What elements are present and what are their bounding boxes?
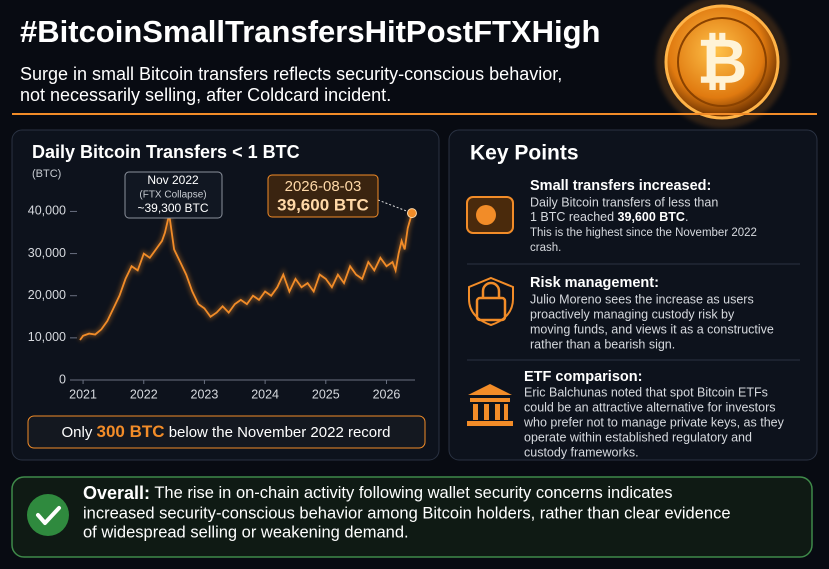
subtitle: not necessarily selling, after Coldcard … <box>20 85 391 105</box>
annotation: 39,600 BTC <box>277 195 369 214</box>
point-text: Eric Balchunas noted that spot Bitcoin E… <box>524 385 768 399</box>
overall-text: increased security-conscious behavior am… <box>83 504 731 522</box>
y-axis-label: (BTC) <box>32 168 61 180</box>
point-text: who prefer not to manage private keys, a… <box>523 415 785 429</box>
x-tick-label: 2023 <box>191 387 219 401</box>
point-text: rather than a bearish sign. <box>530 337 675 351</box>
point-text: custody frameworks. <box>524 445 639 459</box>
check-icon <box>27 494 69 536</box>
y-tick-label: 10,000 <box>28 330 66 344</box>
y-tick-label: 20,000 <box>28 288 66 302</box>
x-tick-label: 2026 <box>373 387 401 401</box>
subtitle: Surge in small Bitcoin transfers reflect… <box>20 64 562 84</box>
callout-box <box>27 415 426 449</box>
latest-annotation-box <box>267 174 379 218</box>
overall-text: Overall: The rise in on-chain activity f… <box>83 483 672 503</box>
title: #BitcoinSmallTransfersHitPostFTXHigh <box>20 14 601 49</box>
annotation: Nov 2022 <box>147 173 199 187</box>
key-points-title: Key Points <box>470 142 579 165</box>
annotation: ~39,300 BTC <box>137 201 208 215</box>
callout: Only 300 BTC below the November 2022 rec… <box>61 422 390 441</box>
point-heading: ETF comparison: <box>524 369 642 385</box>
x-tick-label: 2021 <box>69 387 97 401</box>
shield-icon <box>468 276 514 327</box>
overall-box <box>11 476 813 558</box>
data-line <box>79 212 413 341</box>
point-text: Julio Moreno sees the increase as users <box>530 292 754 306</box>
coin-rim <box>677 17 767 107</box>
point-text: proactively managing custody risk by <box>530 307 735 321</box>
x-tick-label: 2024 <box>251 387 279 401</box>
check-mark <box>36 506 61 525</box>
point-text: could be an attractive alternative for i… <box>524 400 776 414</box>
lock-shackle <box>481 281 501 298</box>
annotation: (FTX Collapse) <box>139 190 206 201</box>
coin-symbol: ₿ <box>697 27 748 96</box>
y-tick-label: 30,000 <box>28 246 66 260</box>
point-text: Daily Bitcoin transfers of less than <box>530 195 718 209</box>
overall-text: of widespread selling or weakening deman… <box>83 523 409 541</box>
plot: 0 10,000 20,000 30,000 40,000 2021 2022 2023 202… <box>28 199 417 401</box>
lock-icon <box>475 296 507 322</box>
coin <box>664 4 780 120</box>
y-tick-label: 0 <box>59 372 66 386</box>
annotation: 2026-08-03 <box>285 178 362 195</box>
point-heading: Small transfers increased: <box>530 178 711 194</box>
peak-annotation-box <box>124 171 223 219</box>
bank-icon <box>467 384 513 426</box>
y-tick-label: 40,000 <box>28 204 66 218</box>
key-points-panel <box>448 129 818 461</box>
point-text: This is the highest since the November 2… <box>530 227 757 239</box>
point-text: operate within established regulatory an… <box>524 430 752 444</box>
wallet-coin <box>476 205 496 225</box>
x-tick-label: 2022 <box>130 387 158 401</box>
point-text: 1 BTC reached 39,600 BTC. <box>530 210 688 224</box>
chart-title: Daily Bitcoin Transfers < 1 BTC <box>32 142 300 162</box>
point-heading: Risk management: <box>530 275 659 291</box>
point-text: moving funds, and views it as a construc… <box>530 322 774 336</box>
x-tick-label: 2025 <box>312 387 340 401</box>
latest-point <box>406 208 417 219</box>
point-text: crash. <box>530 242 561 254</box>
